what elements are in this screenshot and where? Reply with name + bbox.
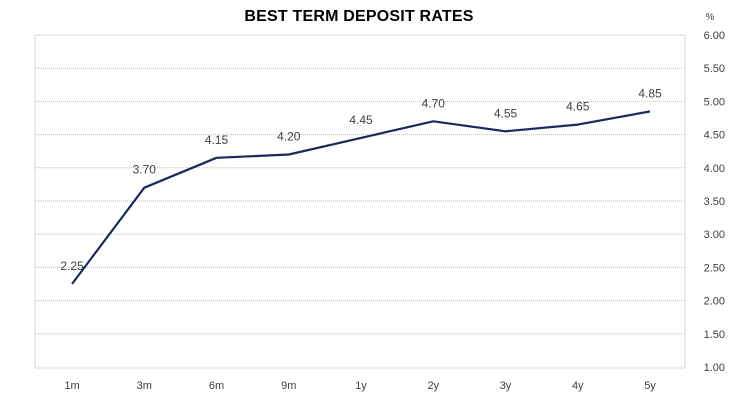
y-tick-label: 1.00 [704,362,725,374]
data-label: 4.55 [494,106,518,120]
data-label: 4.45 [349,113,373,127]
data-label: 4.85 [638,86,662,100]
y-tick-label: 3.00 [704,229,725,241]
x-tick-label: 2y [427,380,439,392]
x-tick-label: 6m [209,380,224,392]
y-tick-label: 6.00 [704,30,725,42]
y-tick-label: 3.50 [704,196,725,208]
series-line [71,110,651,285]
y-axis-tick-labels: 1.00 1.50 2.00 2.50 3.00 3.50 4.00 4.50 5.00 5.50… [704,30,725,374]
y-tick-label: 2.00 [704,296,725,308]
x-tick-label: 5y [644,380,656,392]
data-label: 2.25 [60,259,84,273]
data-label: 4.20 [277,130,301,144]
data-label: 4.65 [566,100,590,114]
y-axis-unit-label: % [706,12,715,23]
y-tick-label: 2.50 [704,262,725,274]
data-labels: 2.25 3.70 4.15 4.20 4.45 4.70 4.55 4.65 4.85 [60,86,662,273]
y-tick-label: 5.00 [704,96,725,108]
y-tick-label: 5.50 [704,63,725,75]
y-tick-label: 4.50 [704,130,725,142]
y-tick-label: 4.00 [704,163,725,175]
x-tick-label: 1m [64,380,79,392]
y-tick-label: 1.50 [704,329,725,341]
x-tick-label: 4y [572,380,584,392]
data-label: 4.70 [422,96,446,110]
gridlines [35,67,685,335]
x-tick-label: 1y [355,380,367,392]
x-tick-label: 3m [137,380,152,392]
data-label: 4.15 [205,133,229,147]
x-axis-tick-labels: 1m 3m 6m 9m 1y 2y 3y 4y 5y [64,380,656,392]
x-tick-label: 3y [500,380,512,392]
x-tick-label: 9m [281,380,296,392]
chart-title: BEST TERM DEPOSIT RATES [244,8,474,25]
data-label: 3.70 [133,163,157,177]
